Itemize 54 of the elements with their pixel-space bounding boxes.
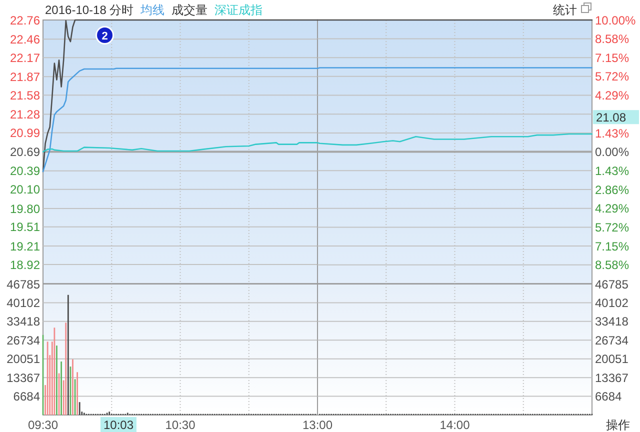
y-tick-label: 22.17 (10, 50, 40, 65)
y2-tick-label: 46785 (595, 277, 629, 292)
y2-tick-label: 20051 (595, 352, 629, 366)
y2-tick-label: 1.43% (595, 164, 630, 178)
y-tick-label: 18.92 (10, 258, 40, 272)
y-tick-label: 20.10 (10, 182, 40, 197)
y-tick-label: 22.76 (10, 13, 40, 28)
text: 21.08 (596, 110, 626, 124)
y-tick-label: 20.99 (10, 126, 40, 140)
y2-tick-label: 40102 (595, 296, 629, 310)
y-tick-label: 21.28 (10, 108, 40, 122)
y-tick-label: 20.39 (10, 164, 40, 178)
y2-tick-label: 0.00% (595, 145, 630, 160)
text: 均线 (140, 3, 165, 17)
x-tick-label: 13:00 (302, 418, 333, 432)
y-tick-label: 19.21 (10, 239, 40, 254)
y-tick-label: 6684 (13, 390, 40, 404)
text: 统计 (553, 3, 577, 17)
y2-tick-label: 13367 (595, 370, 629, 385)
text: 操作 (606, 418, 630, 432)
y2-tick-label: 1.43% (595, 126, 630, 140)
y2-tick-label: 7.15% (595, 239, 630, 254)
y2-tick-label: 5.72% (595, 70, 630, 84)
y2-tick-label: 7.15% (595, 50, 630, 65)
chart-title: 2016-10-18 分时 (45, 3, 134, 17)
y2-tick-label: 6684 (595, 390, 622, 404)
y-tick-label: 46785 (6, 277, 40, 292)
y2-tick-label: 10.00% (595, 13, 636, 28)
y2-tick-label: 26734 (595, 333, 629, 348)
y2-tick-label: 8.58% (595, 258, 630, 272)
y-tick-label: 19.80 (10, 202, 40, 216)
text: 深证成指 (214, 3, 263, 17)
x-tick-label: 10:30 (165, 418, 196, 432)
y2-tick-label: 4.29% (595, 202, 630, 216)
x-tick-label: 09:30 (28, 418, 58, 432)
y-tick-label: 40102 (6, 296, 40, 310)
x-tick-label: 14:00 (440, 418, 470, 432)
y-tick-label: 33418 (6, 314, 40, 329)
y-tick-label: 20051 (6, 352, 40, 366)
y2-tick-label: 4.29% (595, 88, 630, 103)
annotation: 10:03 (103, 418, 134, 432)
y-tick-label: 13367 (6, 370, 40, 385)
y-tick-label: 22.46 (10, 32, 40, 46)
y-tick-label: 26734 (6, 333, 40, 348)
y2-tick-label: 8.58% (595, 32, 630, 46)
y-tick-label: 21.58 (10, 88, 40, 102)
y2-tick-label: 5.72% (595, 220, 630, 234)
text: 成交量 (172, 3, 208, 17)
y-tick-label: 19.51 (10, 220, 40, 234)
y-tick-label: 21.87 (10, 70, 40, 84)
annotation: 2 (102, 30, 108, 42)
y2-tick-label: 2.86% (595, 182, 630, 197)
y-tick-label: 20.69 (10, 145, 40, 160)
y2-tick-label: 33418 (595, 314, 629, 329)
